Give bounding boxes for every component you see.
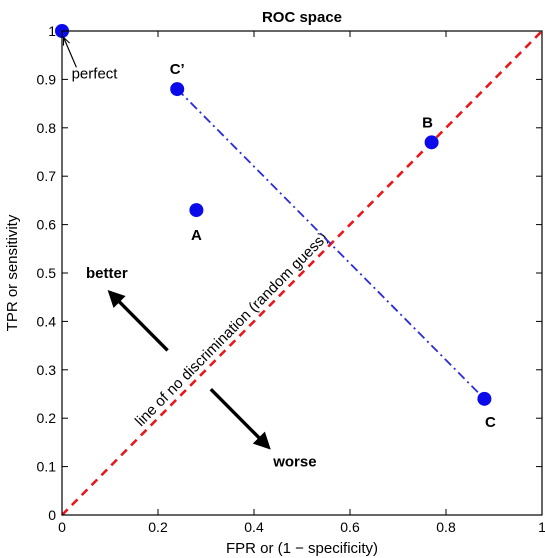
y-tick-label: 0.9 — [37, 71, 57, 87]
worse-annotation: worse — [272, 454, 316, 471]
data-point-c-prime — [170, 82, 185, 97]
y-axis-label: TPR or sensitivity — [4, 214, 21, 331]
better-arrow — [107, 289, 169, 352]
y-tick-label: 0.2 — [37, 410, 57, 426]
point-label: A — [191, 227, 202, 244]
y-tick-label: 0.5 — [37, 265, 57, 281]
data-point-a — [189, 203, 204, 218]
x-tick-label: 0.2 — [148, 519, 168, 535]
y-tick-label: 0.6 — [37, 217, 57, 233]
y-tick-label: 0.3 — [37, 362, 57, 378]
perfect-arrow — [64, 38, 77, 68]
y-tick-label: 0 — [48, 507, 56, 523]
x-tick-label: 0.6 — [340, 519, 360, 535]
y-tick-label: 0.8 — [37, 120, 57, 136]
x-axis-label: FPR or (1 − specificity) — [226, 540, 378, 557]
x-tick-label: 0.8 — [436, 519, 456, 535]
y-tick-label: 1 — [48, 23, 56, 39]
point-label: B — [422, 114, 433, 131]
annotations-layer: perfect better worse — [64, 38, 317, 471]
x-tick-label: 0 — [58, 519, 66, 535]
x-tick-label: 0.4 — [244, 519, 264, 535]
point-label: C’ — [170, 61, 185, 78]
chart-title: ROC space — [262, 9, 342, 26]
random-guess-line-label: line of no discrimination (random guess) — [132, 229, 331, 430]
axes-layer: 0 0.2 0.4 0.6 0.8 1 0 0.1 0.2 0.3 0.4 0.5 0.6 0.7 0.8 0… — [37, 23, 545, 535]
worse-arrow — [209, 387, 271, 450]
random-guess-diagonal-line — [61, 30, 543, 516]
y-tick-label: 0.4 — [37, 313, 57, 329]
c-to-c-prime-connector-line — [176, 88, 486, 400]
points-layer: A B C C’ — [55, 24, 496, 431]
lines-layer: line of no discrimination (random guess) — [61, 30, 543, 516]
data-point-b — [424, 135, 439, 150]
perfect-annotation: perfect — [72, 66, 119, 83]
x-tick-label: 1 — [538, 519, 545, 535]
y-tick-label: 0.1 — [37, 459, 57, 475]
y-tick-label: 0.7 — [37, 168, 57, 184]
better-annotation: better — [86, 265, 128, 282]
point-label: C — [485, 414, 496, 431]
data-point-c — [477, 391, 492, 406]
